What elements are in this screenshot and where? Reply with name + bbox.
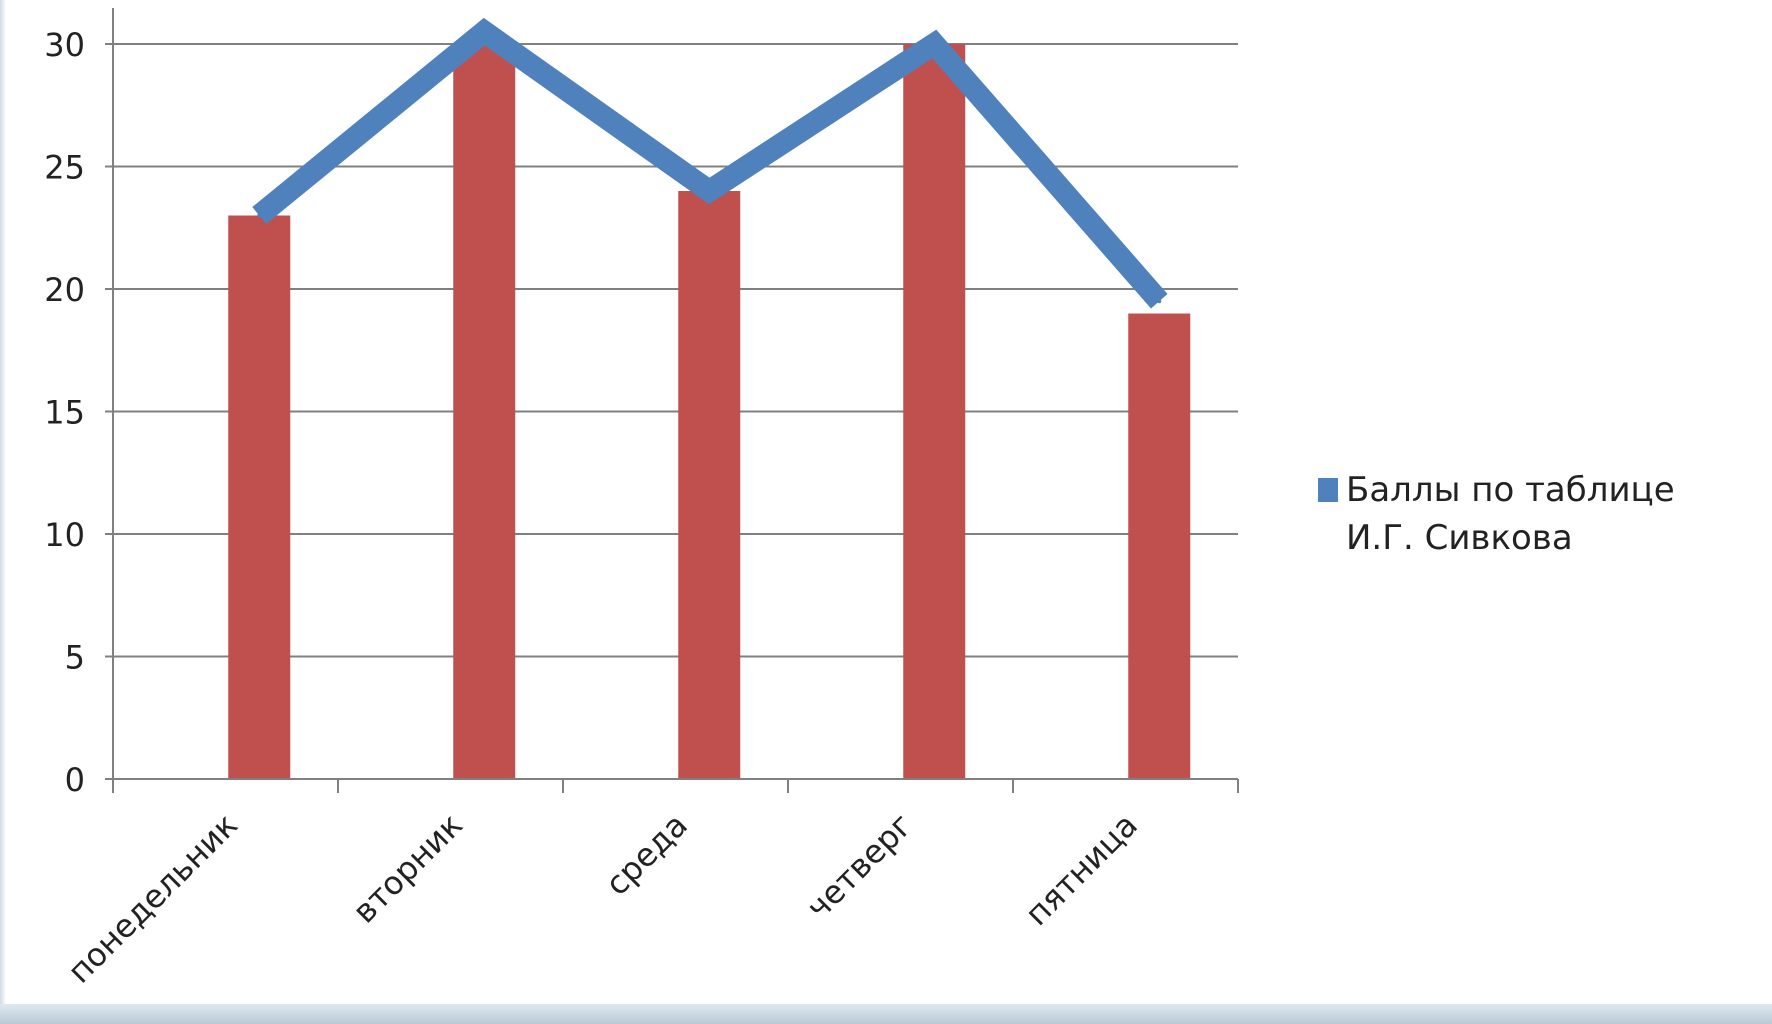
y-tick-label-5: 5 [65, 639, 85, 677]
axes [105, 8, 1239, 793]
bars [228, 44, 1191, 779]
tick-labels: 0 5 10 15 20 25 30 понедельник вторник среда четве… [44, 26, 1145, 991]
bar-понедельник [228, 215, 291, 779]
bar-пятница [1128, 313, 1191, 779]
x-category-label-2: среда [598, 806, 695, 903]
y-tick-label-10: 10 [44, 516, 85, 554]
x-category-label-4: пятница [1018, 806, 1145, 933]
legend: Баллы по таблице И.Г. Сивкова [1318, 466, 1748, 562]
slide-left-frame [0, 0, 6, 1024]
x-category-label-0: понедельник [60, 806, 245, 991]
y-tick-label-15: 15 [44, 394, 85, 432]
x-category-label-3: четверг [799, 806, 920, 927]
line-point-четверг [932, 42, 937, 46]
legend-swatch [1318, 478, 1338, 502]
bar-вторник [453, 44, 516, 779]
y-tick-label-0: 0 [65, 761, 85, 799]
y-tick-label-25: 25 [44, 149, 85, 187]
line-point-понедельник [257, 213, 262, 218]
bar-среда [678, 191, 741, 779]
legend-entry-line-series: Баллы по таблице И.Г. Сивкова [1346, 470, 1675, 558]
bar-четверг [903, 44, 966, 779]
y-tick-label-30: 30 [44, 26, 85, 64]
x-category-label-1: вторник [345, 806, 470, 931]
line-point-среда [707, 189, 712, 193]
line-point-вторник [482, 29, 487, 34]
y-tick-label-20: 20 [44, 271, 85, 309]
slide-bottom-frame [0, 1004, 1772, 1024]
line-point-пятница [1157, 299, 1162, 304]
line-series [252, 17, 1168, 309]
